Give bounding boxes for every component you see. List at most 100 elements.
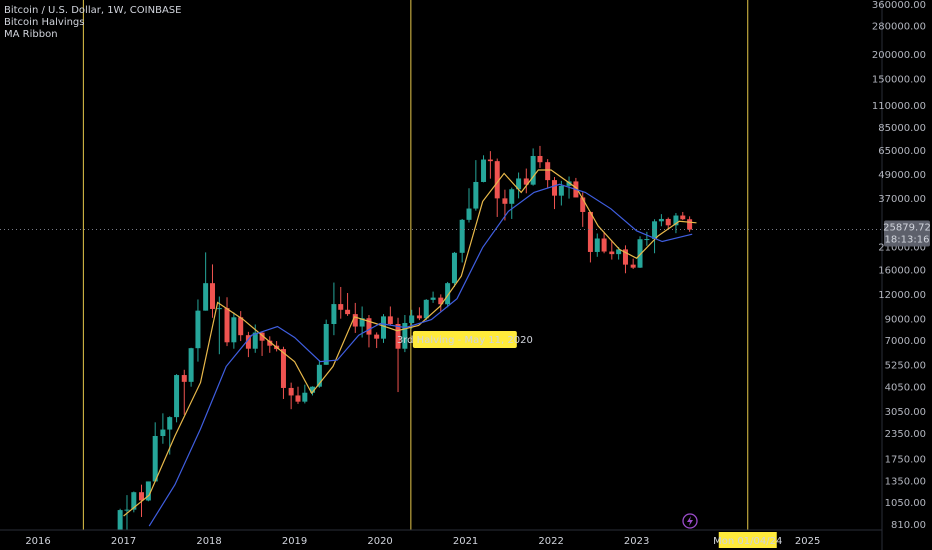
- price-label-box: [884, 220, 930, 247]
- halving-label: 3rd Halving - May 11, 2020: [397, 335, 533, 346]
- candle-body: [374, 334, 380, 339]
- candle-body: [587, 211, 593, 252]
- x-tick-label: 2023: [624, 536, 649, 547]
- candle-body: [416, 315, 422, 319]
- candle-body: [280, 349, 286, 388]
- y-tick-label: 200000.00: [872, 50, 926, 61]
- candle-body: [139, 492, 145, 501]
- candle-body: [380, 316, 386, 339]
- candle-body: [167, 417, 173, 430]
- candle-body: [673, 215, 679, 226]
- y-tick-label: 2350.00: [885, 429, 926, 440]
- y-tick-label: 21000.00: [878, 242, 926, 253]
- candle-body: [188, 348, 194, 382]
- y-tick-label: 9000.00: [885, 315, 926, 326]
- candle-body: [216, 308, 222, 310]
- candle-body: [516, 178, 522, 190]
- candle-body: [438, 297, 444, 305]
- candle-body: [487, 159, 493, 162]
- x-tick-label: 2016: [25, 536, 50, 547]
- y-tick-label: 37000.00: [878, 194, 926, 205]
- candle-body: [509, 189, 515, 204]
- candle-body: [117, 510, 123, 530]
- candle-body: [366, 318, 372, 335]
- candle-body: [209, 283, 215, 309]
- candle-body: [267, 340, 273, 346]
- candle-body: [288, 387, 294, 396]
- candle-body: [331, 304, 337, 325]
- y-tick-label: 5250.00: [885, 361, 926, 372]
- x-tick-label: 2019: [282, 536, 307, 547]
- x-tick-label: 2021: [453, 536, 478, 547]
- candle-body: [594, 238, 600, 252]
- halving-label-box: [412, 331, 517, 348]
- candle-body: [644, 239, 650, 241]
- y-tick-label: 12000.00: [878, 290, 926, 301]
- candle-body: [302, 392, 308, 402]
- x-tick-label: 2017: [111, 536, 136, 547]
- candle-body: [665, 218, 671, 226]
- y-tick-label: 65000.00: [878, 146, 926, 157]
- candle-body: [537, 155, 543, 163]
- candle-body: [338, 304, 344, 310]
- candle-body: [680, 215, 686, 220]
- candle-body: [316, 364, 322, 387]
- candle-body: [622, 249, 628, 265]
- y-tick-label: 3050.00: [885, 407, 926, 418]
- candle-body: [359, 318, 365, 327]
- candle-body: [174, 375, 180, 418]
- candle-body: [630, 264, 636, 268]
- candle-body: [152, 435, 158, 482]
- y-tick-label: 85000.00: [878, 123, 926, 134]
- crosshair-label-box: [718, 532, 777, 548]
- candle-body: [295, 395, 301, 402]
- candle-body: [552, 180, 558, 196]
- candle-body: [601, 238, 607, 252]
- moving-average: [148, 183, 693, 527]
- candle-body: [409, 315, 415, 324]
- candle-body: [203, 283, 209, 311]
- candle-body: [609, 251, 615, 255]
- candle-body: [195, 310, 201, 349]
- y-tick-label: 280000.00: [872, 21, 926, 32]
- x-tick-label: 2018: [196, 536, 221, 547]
- candle-body: [231, 317, 237, 343]
- candle-body: [124, 509, 130, 511]
- power-icon[interactable]: [682, 513, 698, 529]
- candle-body: [445, 283, 451, 305]
- price-label: 25879.72: [883, 223, 931, 234]
- candle-body: [238, 317, 244, 336]
- candle-body: [580, 197, 586, 212]
- candle-body: [658, 218, 664, 222]
- countdown: 18:13:16: [885, 235, 930, 246]
- candle-body: [637, 239, 643, 268]
- candle-body: [473, 181, 479, 209]
- moving-average: [123, 169, 697, 517]
- candle-body: [352, 314, 358, 327]
- plot-area: [0, 0, 882, 530]
- candle-body: [402, 323, 408, 349]
- candle-body: [259, 332, 265, 341]
- indicator-label: Bitcoin Halvings: [4, 17, 85, 28]
- indicator-label: MA Ribbon: [4, 29, 58, 40]
- x-tick-label: 2020: [367, 536, 392, 547]
- y-tick-label: 16000.00: [878, 266, 926, 277]
- y-tick-label: 360000.00: [872, 0, 926, 11]
- candle-body: [558, 185, 564, 196]
- y-tick-label: 49000.00: [878, 170, 926, 181]
- candle-body: [395, 324, 401, 349]
- candle-body: [387, 316, 393, 325]
- candle-body: [523, 178, 529, 185]
- y-tick-label: 1750.00: [885, 454, 926, 465]
- y-tick-label: 7000.00: [885, 336, 926, 347]
- candle-body: [430, 297, 436, 300]
- candle-body: [502, 198, 508, 204]
- candle-body: [687, 219, 693, 230]
- y-tick-label: 1350.00: [885, 476, 926, 487]
- candle-body: [145, 481, 151, 501]
- candle-body: [252, 332, 258, 349]
- x-tick-label: 2025: [795, 536, 820, 547]
- candle-body: [459, 219, 465, 253]
- y-tick-label: 110000.00: [872, 101, 926, 112]
